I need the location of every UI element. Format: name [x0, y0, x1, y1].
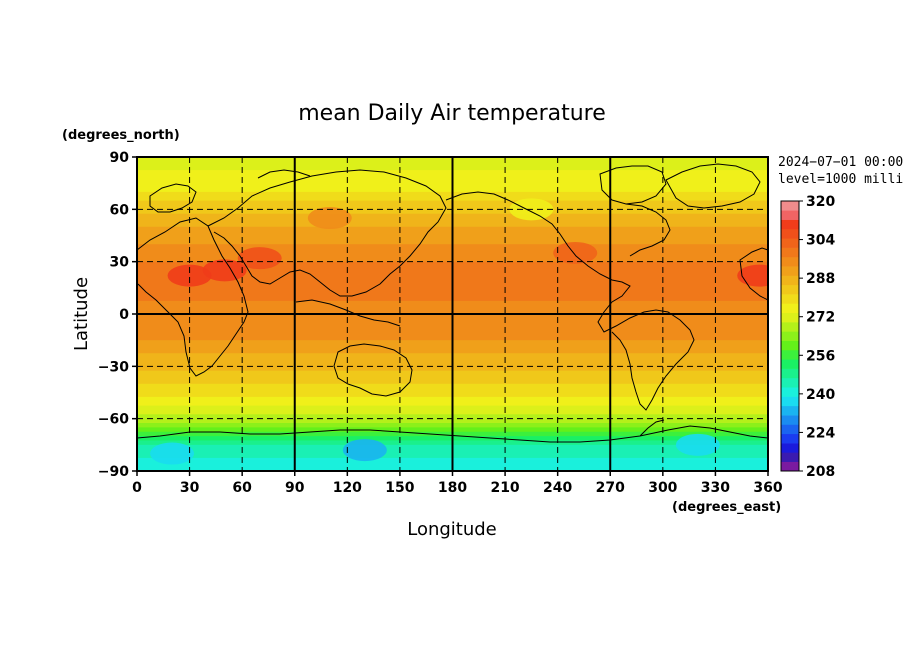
colorbar-segment	[781, 340, 799, 351]
colorbar-segment	[781, 443, 799, 453]
colorbar-segment	[781, 377, 799, 388]
colorbar-segment	[781, 247, 799, 258]
colorbar-segment	[781, 275, 799, 286]
coastlines	[137, 163, 768, 443]
colorbar-tick-label: 224	[806, 425, 835, 441]
colorbar-segment	[781, 424, 799, 435]
colorbar-segment	[781, 331, 799, 341]
colorbar: 320 304 288 272 256 240 224 208	[780, 194, 835, 480]
colorbar-segment	[781, 210, 799, 220]
colorbar-segment	[781, 201, 799, 211]
regional-extreme	[675, 433, 720, 456]
y-axis-ticks: 90 60 30 0 −30 −60 −90	[98, 150, 137, 480]
grid	[137, 157, 768, 471]
colorbar-segment	[781, 349, 799, 360]
colorbar-segment	[781, 433, 799, 444]
x-axis-label: Longitude	[407, 519, 497, 540]
y-tick-label: −60	[98, 412, 129, 428]
regional-extreme	[553, 241, 598, 264]
colorbar-tick-label: 240	[806, 387, 835, 403]
colorbar-segment	[781, 294, 799, 304]
x-tick-label: 240	[543, 480, 572, 496]
colorbar-frame	[780, 200, 800, 472]
colorbar-segment	[781, 359, 799, 369]
y-tick-label: 0	[119, 307, 129, 323]
x-tick-label: 330	[701, 480, 730, 496]
x-tick-label: 120	[333, 480, 362, 496]
colorbar-tick-label: 304	[806, 233, 835, 249]
colorbar-segment	[781, 228, 799, 239]
colorbar-segment	[781, 322, 799, 332]
x-axis-ticks: 0 30 60 90 120 150 180 210 240 270 300 330 360	[132, 471, 783, 496]
colorbar-tick-label: 320	[806, 194, 835, 210]
regional-extreme	[150, 442, 195, 465]
y-tick-label: 60	[110, 202, 130, 218]
regional-extreme	[202, 259, 247, 282]
colorbar-tick-label: 208	[806, 464, 835, 480]
y-tick-label: −90	[98, 464, 129, 480]
chart-title: mean Daily Air temperature	[298, 101, 606, 126]
x-tick-label: 360	[753, 480, 782, 496]
colorbar-segment	[781, 396, 799, 407]
y-tick-label: −30	[98, 359, 129, 375]
x-tick-label: 210	[490, 480, 519, 496]
y-units: (degrees_north)	[62, 128, 180, 143]
level-annotation: level=1000 millibar	[778, 172, 904, 187]
x-tick-label: 270	[596, 480, 625, 496]
x-tick-label: 30	[180, 480, 200, 496]
colorbar-segment	[781, 387, 799, 397]
colorbar-segment	[781, 461, 799, 472]
x-units: (degrees_east)	[672, 500, 781, 515]
colorbar-segment	[781, 452, 799, 462]
colorbar-segment	[781, 368, 799, 379]
colorbar-segment	[781, 284, 799, 295]
y-tick-label: 90	[110, 150, 130, 166]
x-tick-label: 0	[132, 480, 142, 496]
colorbar-segment	[781, 266, 799, 276]
x-tick-label: 150	[385, 480, 414, 496]
colorbar-segment	[781, 238, 799, 248]
y-axis-label: Latitude	[71, 277, 92, 351]
regional-extreme	[307, 207, 352, 230]
date-annotation: 2024−07−01 00:00	[778, 155, 903, 170]
regional-extreme	[737, 264, 768, 287]
colorbar-tick-label: 288	[806, 271, 835, 287]
regional-extreme	[237, 247, 282, 270]
y-tick-label: 30	[110, 255, 130, 271]
colorbar-tick-label: 272	[806, 310, 835, 326]
regional-extreme	[167, 264, 212, 287]
colorbar-segment	[781, 415, 799, 425]
x-tick-label: 300	[648, 480, 677, 496]
x-tick-label: 90	[285, 480, 305, 496]
x-tick-label: 60	[232, 480, 252, 496]
colorbar-segment	[781, 312, 799, 323]
regional-extreme	[342, 439, 387, 462]
x-tick-label: 180	[438, 480, 467, 496]
colorbar-segment	[781, 405, 799, 416]
colorbar-segment	[781, 219, 799, 230]
colorbar-segment	[781, 256, 799, 267]
colorbar-segment	[781, 303, 799, 314]
colorbar-tick-label: 256	[806, 348, 835, 364]
